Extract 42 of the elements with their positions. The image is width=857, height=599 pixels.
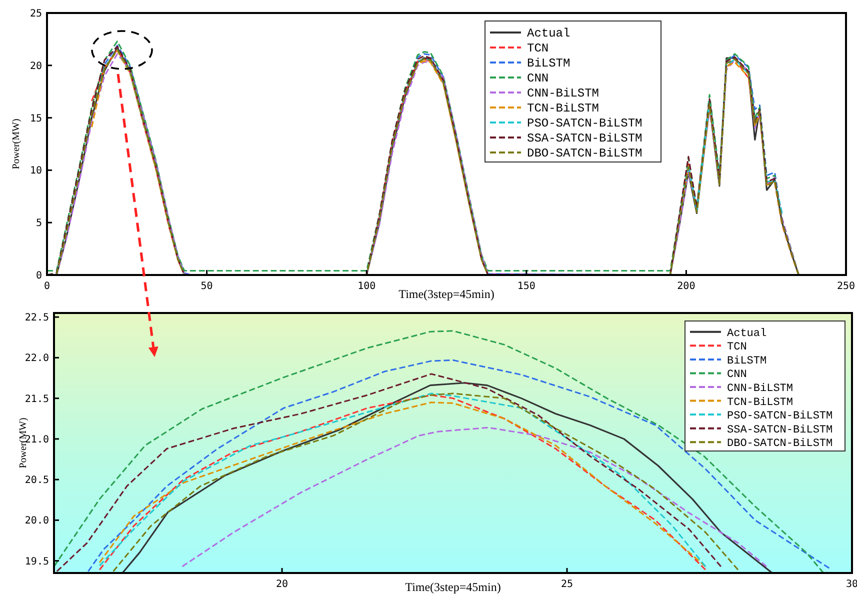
- y-tick-label: 0: [36, 270, 42, 282]
- legend-label: SSA-SATCN-BiLSTM: [727, 424, 833, 436]
- x-tick-label: 150: [517, 281, 536, 292]
- y-tick-label: 22.0: [24, 353, 49, 364]
- legend-label: CNN-BiLSTM: [727, 383, 794, 395]
- y-tick-label: 20: [30, 60, 42, 72]
- y-tick-label: 15: [30, 113, 42, 124]
- legend-label: BiLSTM: [527, 56, 570, 70]
- y-tick-label: 20.0: [24, 516, 49, 527]
- x-tick-label: 25: [560, 579, 574, 590]
- legend-label: TCN: [527, 42, 549, 56]
- legend-label: BiLSTM: [727, 355, 767, 368]
- x-axis-title: Time(3step=45min): [398, 287, 494, 301]
- x-axis-title: Time(3step=45min): [405, 580, 501, 594]
- y-tick-label: 20.5: [24, 475, 49, 486]
- x-tick-label: 250: [836, 281, 856, 292]
- legend-label: DBO-SATCN-BiLSTM: [527, 146, 642, 160]
- legend-label: PSO-SATCN-BiLSTM: [527, 116, 642, 130]
- legend-label: PSO-SATCN-BiLSTM: [727, 410, 833, 423]
- legend-label: CNN: [727, 369, 747, 382]
- legend-label: SSA-SATCN-BiLSTM: [527, 132, 642, 146]
- legend-label: Actual: [527, 26, 570, 40]
- legend-label: CNN-BiLSTM: [527, 86, 600, 100]
- y-axis-title: Power(MW): [11, 118, 22, 170]
- x-tick-label: 200: [677, 281, 696, 292]
- legend-label: TCN: [727, 342, 747, 354]
- y-tick-label: 5: [36, 218, 42, 230]
- x-tick-label: 100: [358, 281, 376, 292]
- legend-label: TCN-BiLSTM: [727, 396, 794, 409]
- legend-label: TCN-BiLSTM: [527, 102, 600, 116]
- y-tick-label: 21.5: [24, 394, 49, 405]
- legend-label: DBO-SATCN-BiLSTM: [727, 438, 833, 450]
- legend-label: Actual: [727, 328, 767, 340]
- x-tick-label: 20: [276, 579, 288, 590]
- y-tick-label: 22.5: [24, 312, 49, 324]
- x-tick-label: 30: [846, 579, 857, 590]
- legend-label: CNN: [527, 72, 549, 86]
- x-tick-label: 50: [200, 281, 213, 292]
- y-tick-label: 10: [30, 166, 42, 177]
- y-tick-label: 25: [30, 8, 42, 20]
- y-tick-label: 21.0: [24, 434, 49, 446]
- y-tick-label: 19.5: [24, 556, 49, 568]
